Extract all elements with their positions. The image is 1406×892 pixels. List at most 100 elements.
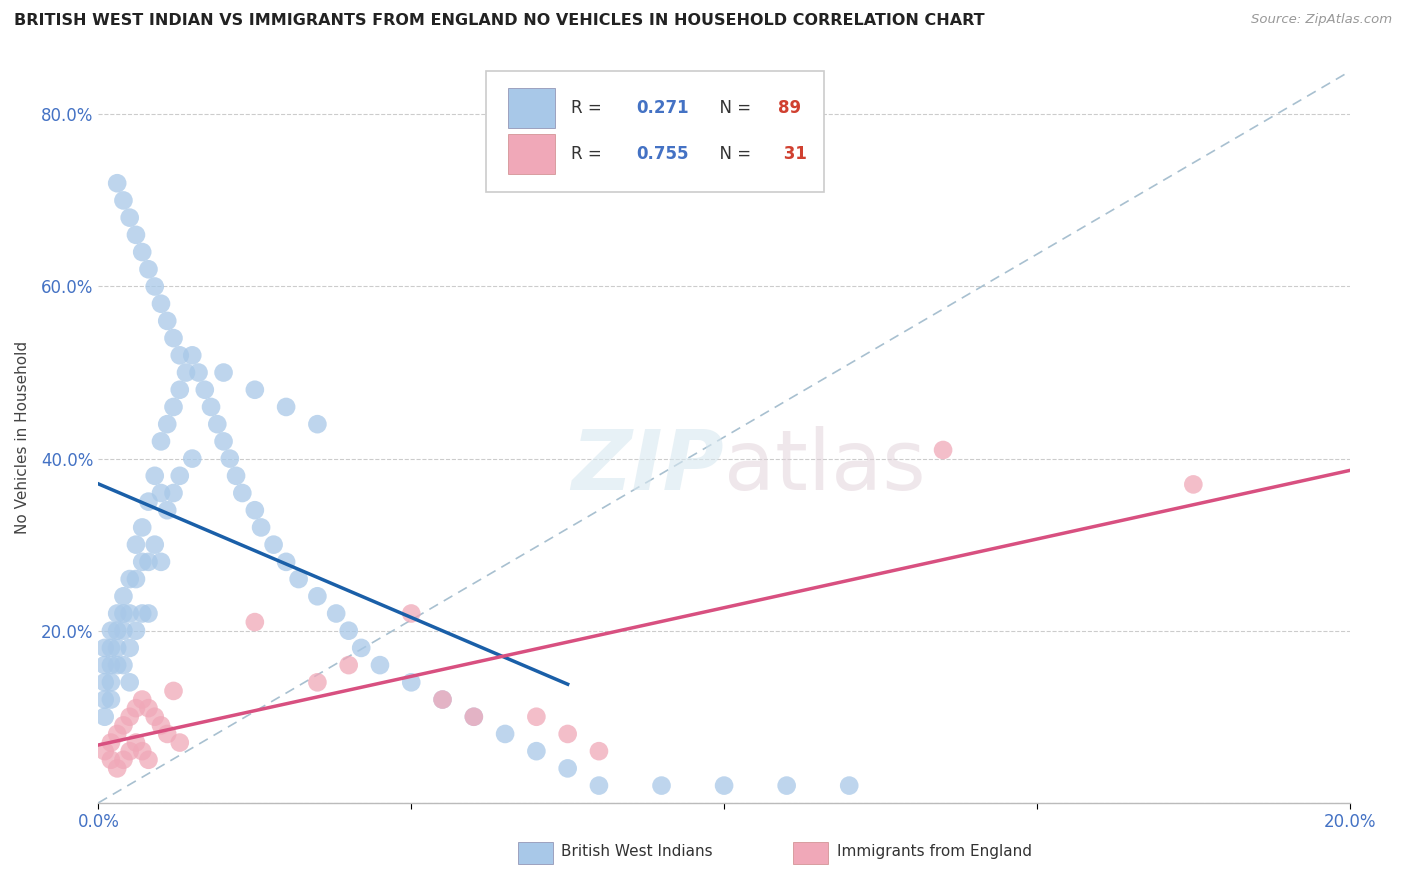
Point	[1182, 477, 1205, 491]
Point	[169, 348, 191, 362]
Point	[112, 718, 135, 732]
Point	[588, 779, 610, 793]
Point	[243, 383, 266, 397]
Point	[138, 701, 160, 715]
Point	[650, 779, 672, 793]
Point	[125, 735, 148, 749]
Text: 0.271: 0.271	[637, 99, 689, 117]
Text: Immigrants from England: Immigrants from England	[837, 845, 1032, 859]
Point	[368, 658, 391, 673]
Point	[838, 779, 860, 793]
Point	[274, 400, 298, 414]
Point	[118, 675, 141, 690]
Point	[93, 710, 115, 724]
Point	[150, 486, 173, 500]
Point	[118, 572, 141, 586]
Point	[200, 400, 222, 414]
Point	[118, 607, 141, 621]
Point	[105, 624, 128, 638]
Point	[112, 607, 135, 621]
Point	[112, 658, 135, 673]
Text: 0.755: 0.755	[637, 145, 689, 163]
Point	[713, 779, 735, 793]
Point	[325, 607, 347, 621]
Point	[100, 675, 122, 690]
Point	[100, 624, 122, 638]
Point	[118, 640, 141, 655]
Point	[463, 710, 485, 724]
Point	[93, 640, 115, 655]
Point	[156, 314, 179, 328]
Point	[162, 684, 184, 698]
Text: atlas: atlas	[724, 425, 925, 507]
Point	[118, 744, 141, 758]
Point	[100, 692, 122, 706]
Point	[93, 692, 115, 706]
Point	[401, 675, 423, 690]
Point	[112, 194, 135, 208]
Point	[131, 555, 153, 569]
Point	[156, 503, 179, 517]
Point	[557, 727, 579, 741]
Y-axis label: No Vehicles in Household: No Vehicles in Household	[15, 341, 30, 533]
Text: Source: ZipAtlas.com: Source: ZipAtlas.com	[1251, 13, 1392, 27]
Point	[105, 727, 128, 741]
Point	[93, 675, 115, 690]
Text: N =: N =	[709, 145, 756, 163]
Point	[169, 383, 191, 397]
Point	[105, 761, 128, 775]
Point	[125, 624, 148, 638]
Point	[138, 753, 160, 767]
Bar	[508, 87, 555, 128]
Point	[125, 227, 148, 242]
Point	[138, 607, 160, 621]
Text: N =: N =	[709, 99, 756, 117]
Point	[105, 176, 128, 190]
Text: British West Indians: British West Indians	[561, 845, 713, 859]
Point	[100, 658, 122, 673]
Point	[118, 211, 141, 225]
Point	[162, 486, 184, 500]
Point	[401, 607, 423, 621]
Point	[250, 520, 273, 534]
Point	[125, 701, 148, 715]
Point	[307, 675, 329, 690]
Point	[100, 735, 122, 749]
Point	[231, 486, 253, 500]
Point	[150, 718, 173, 732]
Point	[125, 538, 148, 552]
Point	[125, 572, 148, 586]
Point	[181, 451, 204, 466]
Bar	[517, 841, 553, 863]
Point	[143, 538, 166, 552]
Point	[93, 658, 115, 673]
FancyBboxPatch shape	[486, 71, 824, 192]
Point	[156, 727, 179, 741]
Point	[143, 468, 166, 483]
Bar	[508, 134, 555, 174]
Point	[307, 589, 329, 603]
Point	[93, 744, 115, 758]
Point	[156, 417, 179, 432]
Point	[557, 761, 579, 775]
Point	[207, 417, 229, 432]
Point	[150, 555, 173, 569]
Point	[307, 417, 329, 432]
Point	[150, 296, 173, 310]
Point	[162, 331, 184, 345]
Point	[131, 245, 153, 260]
Point	[432, 692, 454, 706]
Point	[526, 710, 548, 724]
Point	[274, 555, 298, 569]
Text: 31: 31	[778, 145, 807, 163]
Point	[243, 503, 266, 517]
Point	[218, 451, 240, 466]
Point	[263, 538, 285, 552]
Point	[932, 442, 955, 457]
Point	[105, 607, 128, 621]
Point	[100, 640, 122, 655]
Point	[138, 494, 160, 508]
Point	[131, 520, 153, 534]
Point	[112, 624, 135, 638]
Point	[337, 624, 360, 638]
